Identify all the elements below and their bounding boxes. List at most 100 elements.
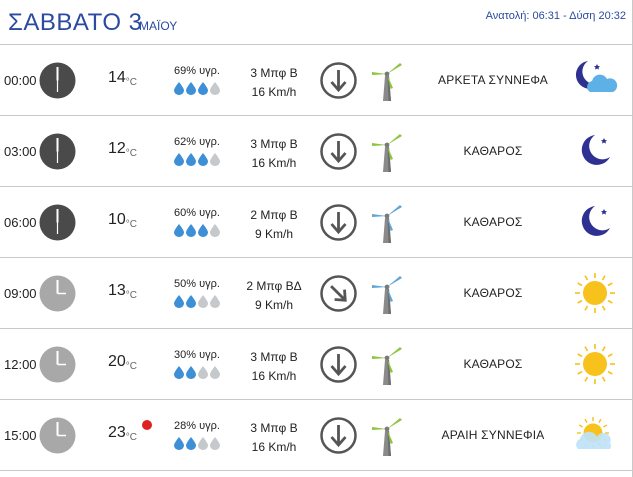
wind-turbine-icon <box>369 344 405 386</box>
wind-turbine-icon <box>369 60 405 102</box>
sun-icon <box>572 342 618 386</box>
humidity: 69% υγρ. <box>167 65 227 100</box>
forecast-row: 03:00 12°C 62% υγρ. 3 Μπφ Β 16 Km/h ΚΑΘΑ… <box>0 116 632 187</box>
temperature-value: 20 <box>108 353 126 370</box>
temperature-value: 14 <box>108 69 126 86</box>
wind-direction-arrow-icon <box>320 62 357 99</box>
sun-cloud-icon <box>572 413 618 457</box>
humidity-text: 30% υγρ. <box>174 349 220 361</box>
wind-beaufort: 3 Μπφ Β <box>250 66 298 80</box>
humidity-text: 60% υγρ. <box>174 207 220 219</box>
temperature-value: 12 <box>108 140 126 157</box>
humidity-drops-icon <box>167 366 227 384</box>
humidity: 28% υγρ. <box>167 420 227 455</box>
wind-kmh: 16 Km/h <box>251 440 297 454</box>
clock-day-icon <box>39 346 76 383</box>
wind-direction-arrow-icon <box>320 204 357 241</box>
moon-icon <box>572 200 618 244</box>
temperature-value: 13 <box>108 282 126 299</box>
wind-beaufort: 2 Μπφ Β <box>250 208 298 222</box>
humidity-text: 28% υγρ. <box>174 420 220 432</box>
wind-direction-arrow-icon <box>320 417 357 454</box>
wind-kmh: 16 Km/h <box>251 369 297 383</box>
temperature-unit: °C <box>125 361 138 372</box>
weather-condition: ΚΑΘΑΡΟΣ <box>463 215 523 229</box>
weather-condition: ΚΑΘΑΡΟΣ <box>463 144 523 158</box>
wind-beaufort: 3 Μπφ Β <box>250 421 298 435</box>
clock-night-icon <box>39 204 76 241</box>
temperature: 10°C <box>108 211 138 230</box>
wind-beaufort: 2 Μπφ ΒΔ <box>246 279 302 293</box>
sunrise-sunset: Ανατολή: 06:31 - Δύση 20:32 <box>485 10 626 22</box>
forecast-row: 12:00 20°C 30% υγρ. 3 Μπφ Β 16 Km/h ΚΑΘΑ… <box>0 329 632 400</box>
humidity-drops-icon <box>167 82 227 100</box>
wind-speed: 3 Μπφ Β 16 Km/h <box>236 348 312 386</box>
sun-icon <box>572 271 618 315</box>
wind-kmh: 9 Km/h <box>254 298 293 312</box>
temperature-unit: °C <box>125 77 138 88</box>
wind-kmh: 16 Km/h <box>251 156 297 170</box>
temperature-value: 10 <box>108 211 126 228</box>
wind-beaufort: 3 Μπφ Β <box>250 137 298 151</box>
wind-turbine-icon <box>369 273 405 315</box>
wind-speed: 3 Μπφ Β 16 Km/h <box>236 135 312 173</box>
clock-night-icon <box>39 133 76 170</box>
moon-icon <box>572 129 618 173</box>
wind-turbine-icon <box>369 202 405 244</box>
forecast-row: 09:00 13°C 50% υγρ. 2 Μπφ ΒΔ 9 Km/h ΚΑΘΑ… <box>0 258 632 329</box>
wind-direction-arrow-icon <box>320 133 357 170</box>
month-label: ΜΑΪΟΥ <box>139 19 178 33</box>
temperature: 14°C <box>108 69 138 88</box>
forecast-row: 00:00 14°C 69% υγρ. 3 Μπφ Β 16 Km/h ΑΡΚΕ… <box>0 45 632 116</box>
clock-night-icon <box>39 62 76 99</box>
day-header: ΣΑΒΒΑΤΟ 3 ΜΑΪΟΥ Ανατολή: 06:31 - Δύση 20… <box>0 0 632 45</box>
day-title: ΣΑΒΒΑΤΟ 3 <box>8 9 143 36</box>
temperature-unit: °C <box>125 290 138 301</box>
forecast-row: 15:00 23°C 28% υγρ. 3 Μπφ Β 16 Km/h ΑΡΑΙ… <box>0 400 632 471</box>
humidity: 60% υγρ. <box>167 207 227 242</box>
temperature-unit: °C <box>125 432 138 443</box>
temperature: 20°C <box>108 353 138 372</box>
forecast-time: 06:00 <box>4 215 37 230</box>
wind-speed: 2 Μπφ ΒΔ 9 Km/h <box>236 277 312 315</box>
wind-speed: 3 Μπφ Β 16 Km/h <box>236 64 312 102</box>
temperature-unit: °C <box>125 219 138 230</box>
forecast-time: 12:00 <box>4 357 37 372</box>
moon-cloud-icon <box>572 58 618 102</box>
humidity: 62% υγρ. <box>167 136 227 171</box>
weather-condition: ΚΑΘΑΡΟΣ <box>463 357 523 371</box>
wind-speed: 2 Μπφ Β 9 Km/h <box>236 206 312 244</box>
weather-condition: ΑΡΚΕΤΑ ΣΥΝΝΕΦΑ <box>438 73 548 87</box>
humidity: 30% υγρ. <box>167 349 227 384</box>
weather-condition: ΑΡΑΙΗ ΣΥΝΝΕΦΙΑ <box>441 428 545 442</box>
weather-condition: ΚΑΘΑΡΟΣ <box>463 286 523 300</box>
temperature-unit: °C <box>125 148 138 159</box>
humidity-text: 62% υγρ. <box>174 136 220 148</box>
temperature: 23°C <box>108 424 138 443</box>
forecast-time: 09:00 <box>4 286 37 301</box>
clock-day-icon <box>39 417 76 454</box>
forecast-row: 06:00 10°C 60% υγρ. 2 Μπφ Β 9 Km/h ΚΑΘΑΡ… <box>0 187 632 258</box>
heat-alert-icon <box>142 420 152 430</box>
clock-day-icon <box>39 275 76 312</box>
wind-kmh: 16 Km/h <box>251 85 297 99</box>
humidity-drops-icon <box>167 153 227 171</box>
wind-turbine-icon <box>369 415 405 457</box>
temperature: 13°C <box>108 282 138 301</box>
forecast-time: 03:00 <box>4 144 37 159</box>
humidity-drops-icon <box>167 437 227 455</box>
humidity-text: 69% υγρ. <box>174 65 220 77</box>
temperature: 12°C <box>108 140 138 159</box>
wind-direction-arrow-icon <box>320 346 357 383</box>
humidity-drops-icon <box>167 224 227 242</box>
forecast-time: 15:00 <box>4 428 37 443</box>
wind-beaufort: 3 Μπφ Β <box>250 350 298 364</box>
humidity-drops-icon <box>167 295 227 313</box>
wind-kmh: 9 Km/h <box>254 227 293 241</box>
humidity-text: 50% υγρ. <box>174 278 220 290</box>
wind-speed: 3 Μπφ Β 16 Km/h <box>236 419 312 457</box>
forecast-time: 00:00 <box>4 73 37 88</box>
humidity: 50% υγρ. <box>167 278 227 313</box>
wind-direction-arrow-icon <box>320 275 357 312</box>
